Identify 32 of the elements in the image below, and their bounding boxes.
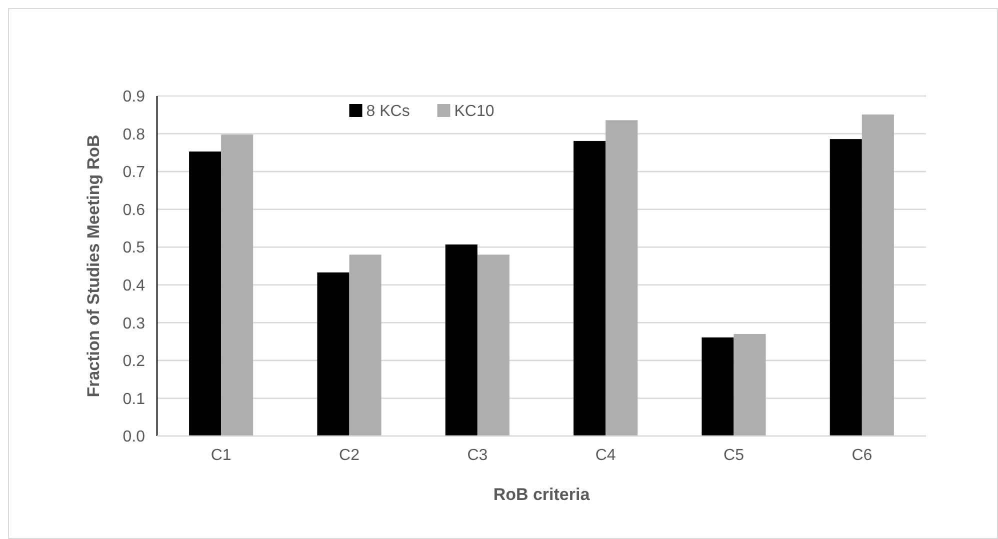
y-axis-title: Fraction of Studies Meeting RoB <box>84 134 103 398</box>
x-axis-title: RoB criteria <box>493 485 590 504</box>
bar <box>317 272 350 436</box>
bar <box>477 254 510 436</box>
x-tick-label: C2 <box>339 447 360 464</box>
bar <box>349 254 382 436</box>
y-tick-label: 0.3 <box>122 315 146 332</box>
x-tick-label: C5 <box>724 447 744 464</box>
legend-label: KC10 <box>454 103 494 120</box>
bar <box>221 134 254 436</box>
bar <box>445 244 478 436</box>
y-tick-label: 0.2 <box>122 353 146 370</box>
bar <box>702 337 734 436</box>
y-tick-label: 0.0 <box>122 428 146 446</box>
bar <box>734 334 766 436</box>
x-tick-label: C4 <box>595 447 616 464</box>
y-tick-label: 0.9 <box>122 88 146 106</box>
bar <box>189 152 222 436</box>
bar <box>862 114 894 436</box>
x-tick-label: C6 <box>852 447 872 464</box>
y-tick-label: 0.8 <box>122 126 146 144</box>
y-tick-label: 0.4 <box>122 277 146 294</box>
y-tick-label: 0.6 <box>122 202 146 219</box>
y-tick-label: 0.7 <box>122 164 146 182</box>
bar <box>574 140 606 436</box>
legend-label: 8 KCs <box>366 103 410 120</box>
bar <box>606 120 638 436</box>
y-tick-label: 0.1 <box>122 390 146 408</box>
x-tick-label: C3 <box>467 447 488 464</box>
x-tick-label: C1 <box>210 447 232 464</box>
y-tick-label: 0.5 <box>122 240 146 257</box>
bar <box>830 139 862 436</box>
